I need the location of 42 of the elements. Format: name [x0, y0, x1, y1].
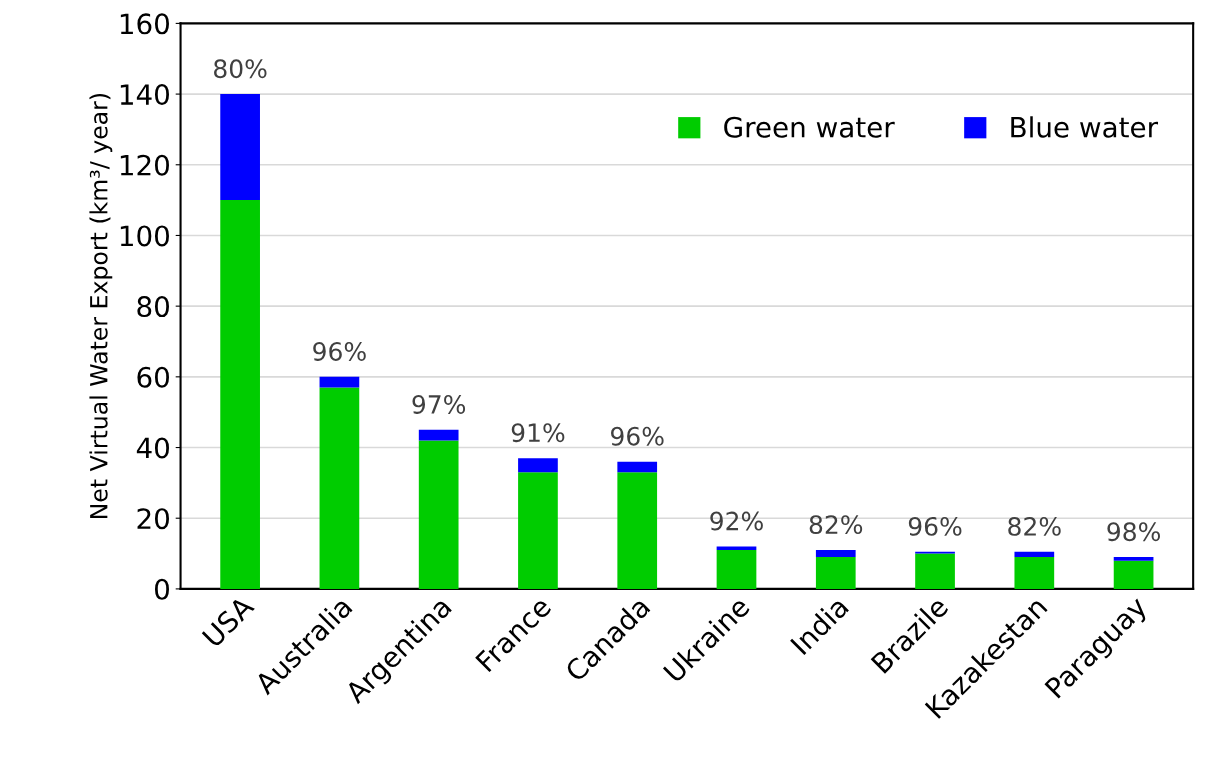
bar — [220, 200, 260, 589]
annotation: 91% — [511, 423, 565, 443]
bar — [220, 94, 260, 201]
bar — [518, 458, 558, 473]
y-tick-label: 80 — [137, 296, 169, 318]
y-tick-label: 120 — [120, 154, 169, 176]
y-tick-label: 0 — [155, 578, 169, 600]
bar — [418, 429, 459, 441]
bar — [1014, 551, 1055, 558]
bar — [915, 553, 955, 589]
annotation: 92% — [710, 511, 763, 531]
bar — [617, 472, 658, 589]
bar — [319, 387, 360, 589]
y-axis-title: Net Virtual Water Export (km³/ year) — [89, 93, 113, 519]
bar — [1113, 557, 1154, 561]
y-tick-label: 100 — [120, 225, 169, 247]
bar — [716, 546, 757, 551]
y-tick-label: 160 — [120, 13, 169, 35]
bar — [1014, 557, 1055, 589]
y-tick-label: 40 — [136, 437, 169, 459]
bar — [815, 557, 856, 589]
y-tick-label: 60 — [137, 366, 169, 388]
bar — [617, 461, 658, 473]
bar — [319, 376, 360, 388]
annotation: 80% — [214, 59, 267, 79]
y-tick-label: 140 — [120, 84, 169, 106]
annotation: 98% — [1107, 522, 1160, 542]
annotation: 82% — [809, 515, 863, 535]
bar — [418, 440, 459, 589]
bar — [1113, 560, 1154, 589]
annotation: 97% — [412, 394, 466, 414]
legend-label: Green water — [724, 116, 895, 138]
annotation: 96% — [908, 516, 962, 536]
bar — [815, 550, 856, 558]
annotation: 82% — [1008, 516, 1061, 536]
annotation: 96% — [611, 426, 664, 446]
legend-label: Blue water — [1011, 116, 1159, 138]
x-tick-label: USA — [201, 594, 256, 648]
bar — [518, 472, 558, 589]
bar — [716, 550, 757, 589]
annotation: 96% — [313, 341, 366, 361]
y-tick-label: 20 — [137, 508, 169, 530]
